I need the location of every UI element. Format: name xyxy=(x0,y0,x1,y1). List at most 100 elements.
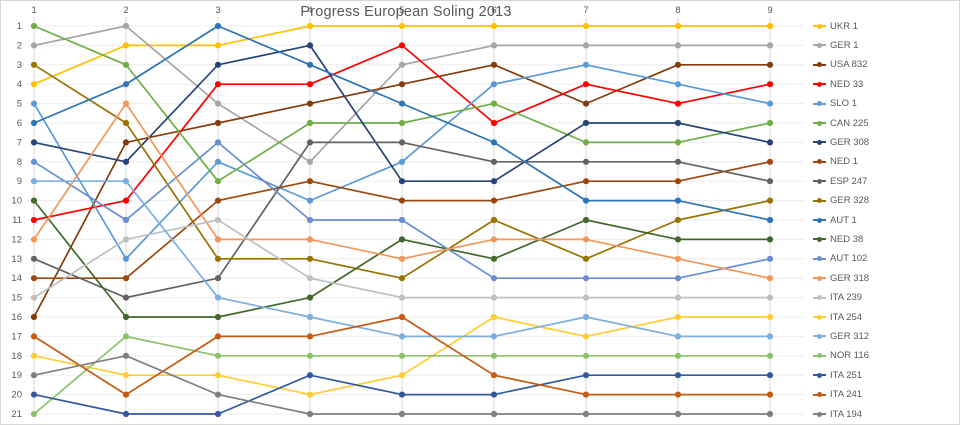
series-marker-ned-38[interactable] xyxy=(122,313,130,321)
series-marker-ger-1[interactable] xyxy=(674,42,682,49)
series-marker-aut-102[interactable] xyxy=(306,216,314,224)
series-marker-ned-33[interactable] xyxy=(490,119,498,127)
series-marker-ger-312[interactable] xyxy=(674,333,682,340)
legend-item-ita-241[interactable]: ITA 241 xyxy=(813,388,862,402)
series-marker-ita-239[interactable] xyxy=(306,275,314,282)
series-marker-usa-832[interactable] xyxy=(122,139,130,146)
series-marker-ita-251[interactable] xyxy=(30,391,38,398)
series-marker-ita-254[interactable] xyxy=(582,333,590,340)
series-marker-ita-241[interactable] xyxy=(214,333,222,340)
series-marker-aut-102[interactable] xyxy=(490,275,498,282)
chart-title[interactable]: Progress European Soling 2013 xyxy=(300,4,512,20)
series-marker-ned-38[interactable] xyxy=(674,236,682,243)
series-marker-ita-241[interactable] xyxy=(122,391,130,398)
series-marker-ger-1[interactable] xyxy=(306,158,314,165)
series-marker-ger-318[interactable] xyxy=(674,255,682,262)
series-marker-ned-38[interactable] xyxy=(306,294,314,301)
series-marker-ger-318[interactable] xyxy=(490,236,498,243)
series-marker-ger-1[interactable] xyxy=(398,61,406,68)
series-marker-ukr-1[interactable] xyxy=(582,22,590,30)
series-marker-ned-38[interactable] xyxy=(30,197,38,204)
legend-item-ita-194[interactable]: ITA 194 xyxy=(813,407,862,421)
series-marker-ger-312[interactable] xyxy=(122,178,130,185)
series-marker-ukr-1[interactable] xyxy=(122,42,130,49)
series-marker-ger-312[interactable] xyxy=(306,313,314,321)
series-marker-nor-116[interactable] xyxy=(582,352,590,359)
series-marker-ita-241[interactable] xyxy=(766,391,774,398)
series-marker-aut-1[interactable] xyxy=(214,22,222,30)
series-marker-ukr-1[interactable] xyxy=(674,22,682,30)
series-marker-ned-38[interactable] xyxy=(490,255,498,262)
series-marker-ita-254[interactable] xyxy=(398,372,406,379)
series-marker-slo-1[interactable] xyxy=(582,61,590,68)
series-marker-ned-33[interactable] xyxy=(306,81,314,88)
series-marker-nor-116[interactable] xyxy=(398,352,406,359)
series-marker-aut-102[interactable] xyxy=(30,158,38,165)
series-marker-ger-308[interactable] xyxy=(674,119,682,127)
series-marker-usa-832[interactable] xyxy=(398,81,406,88)
series-marker-nor-116[interactable] xyxy=(30,410,38,418)
series-marker-ita-254[interactable] xyxy=(490,313,498,321)
legend-item-ned-38[interactable]: NED 38 xyxy=(813,232,863,246)
series-marker-ned-33[interactable] xyxy=(582,81,590,88)
series-marker-ger-328[interactable] xyxy=(214,255,222,262)
series-marker-ita-194[interactable] xyxy=(766,410,774,418)
series-marker-ita-194[interactable] xyxy=(122,352,130,359)
series-marker-ger-328[interactable] xyxy=(30,61,38,68)
series-marker-aut-1[interactable] xyxy=(766,216,774,224)
series-marker-ita-241[interactable] xyxy=(674,391,682,398)
legend-item-ita-254[interactable]: ITA 254 xyxy=(813,310,862,324)
legend-item-ger-1[interactable]: GER 1 xyxy=(813,38,859,52)
series-marker-ned-38[interactable] xyxy=(582,216,590,224)
series-marker-can-225[interactable] xyxy=(214,178,222,185)
series-marker-ger-308[interactable] xyxy=(398,178,406,185)
legend-item-aut-1[interactable]: AUT 1 xyxy=(813,213,857,227)
series-marker-ita-251[interactable] xyxy=(398,391,406,398)
series-marker-ger-318[interactable] xyxy=(582,236,590,243)
series-marker-usa-832[interactable] xyxy=(674,61,682,68)
series-marker-can-225[interactable] xyxy=(122,61,130,68)
series-marker-ger-312[interactable] xyxy=(766,333,774,340)
series-marker-ita-254[interactable] xyxy=(214,372,222,379)
series-marker-ned-1[interactable] xyxy=(674,178,682,185)
series-marker-ger-1[interactable] xyxy=(766,42,774,49)
series-marker-aut-102[interactable] xyxy=(214,139,222,146)
series-marker-ned-38[interactable] xyxy=(766,236,774,243)
series-marker-ita-241[interactable] xyxy=(398,313,406,321)
series-marker-ned-38[interactable] xyxy=(398,236,406,243)
series-marker-usa-832[interactable] xyxy=(766,61,774,68)
series-marker-ger-328[interactable] xyxy=(674,216,682,224)
series-marker-slo-1[interactable] xyxy=(122,255,130,262)
legend-item-slo-1[interactable]: SLO 1 xyxy=(813,97,857,111)
series-marker-can-225[interactable] xyxy=(490,100,498,107)
series-marker-ita-241[interactable] xyxy=(490,372,498,379)
series-marker-aut-1[interactable] xyxy=(398,100,406,107)
series-marker-esp-247[interactable] xyxy=(122,294,130,301)
series-marker-esp-247[interactable] xyxy=(582,158,590,165)
series-marker-esp-247[interactable] xyxy=(214,275,222,282)
series-marker-aut-1[interactable] xyxy=(582,197,590,204)
series-marker-ukr-1[interactable] xyxy=(490,22,498,30)
series-marker-ger-308[interactable] xyxy=(306,42,314,49)
legend-item-usa-832[interactable]: USA 832 xyxy=(813,58,868,72)
series-marker-ukr-1[interactable] xyxy=(398,22,406,30)
series-marker-ita-251[interactable] xyxy=(674,372,682,379)
series-marker-ger-308[interactable] xyxy=(30,139,38,146)
series-marker-ita-194[interactable] xyxy=(306,410,314,418)
series-marker-ita-239[interactable] xyxy=(582,294,590,301)
series-marker-aut-1[interactable] xyxy=(122,81,130,88)
series-marker-slo-1[interactable] xyxy=(398,158,406,165)
series-marker-ned-1[interactable] xyxy=(490,197,498,204)
series-marker-nor-116[interactable] xyxy=(674,352,682,359)
series-marker-ita-254[interactable] xyxy=(30,352,38,359)
series-marker-slo-1[interactable] xyxy=(30,100,38,107)
series-marker-ger-312[interactable] xyxy=(214,294,222,301)
series-marker-ger-1[interactable] xyxy=(30,42,38,49)
series-marker-ukr-1[interactable] xyxy=(214,42,222,49)
series-marker-ger-318[interactable] xyxy=(214,236,222,243)
series-marker-usa-832[interactable] xyxy=(214,119,222,127)
series-marker-ita-251[interactable] xyxy=(582,372,590,379)
legend-item-ned-1[interactable]: NED 1 xyxy=(813,155,858,169)
series-marker-usa-832[interactable] xyxy=(490,61,498,68)
series-marker-ger-308[interactable] xyxy=(490,178,498,185)
